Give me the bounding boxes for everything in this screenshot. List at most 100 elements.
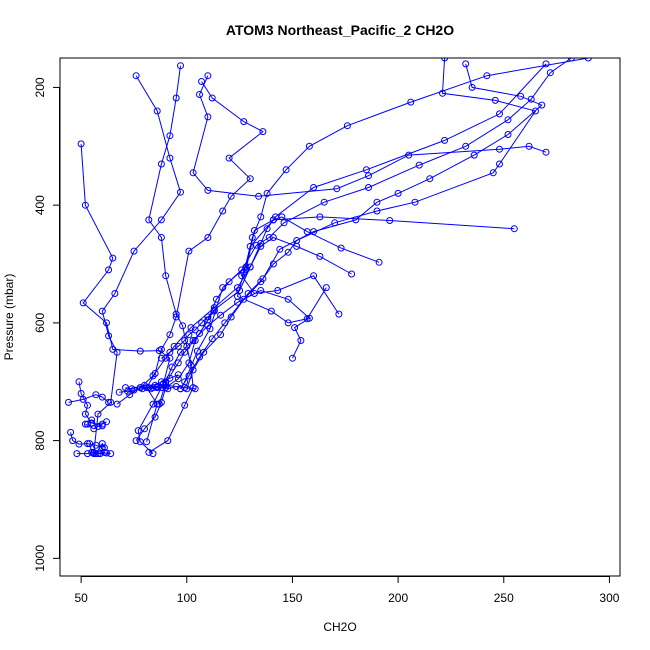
- series-line: [68, 394, 109, 403]
- data-point: [375, 258, 383, 266]
- x-tick-label: 100: [177, 591, 197, 605]
- data-point: [284, 319, 292, 327]
- data-point: [196, 330, 203, 337]
- data-point: [162, 381, 170, 389]
- series-12: [234, 213, 383, 327]
- data-point: [462, 60, 470, 68]
- data-point: [210, 304, 218, 312]
- data-point: [105, 398, 113, 406]
- data-point: [316, 213, 324, 221]
- data-point: [172, 383, 180, 390]
- data-point: [496, 145, 503, 153]
- data-point: [157, 160, 165, 168]
- data-point: [103, 319, 110, 327]
- data-point: [145, 216, 153, 224]
- y-tick-label: 800: [33, 430, 47, 450]
- data-point: [153, 107, 161, 115]
- data-point: [333, 185, 341, 193]
- data-point: [151, 413, 159, 421]
- series-22: [65, 391, 113, 406]
- data-point: [441, 58, 449, 62]
- data-point: [115, 388, 123, 396]
- data-point: [246, 242, 254, 250]
- data-point: [373, 198, 381, 206]
- data-point: [166, 132, 174, 140]
- data-point: [130, 247, 138, 255]
- data-point: [196, 353, 203, 361]
- data-point: [217, 331, 225, 339]
- data-point: [105, 266, 113, 274]
- data-point: [208, 335, 216, 343]
- series-line: [150, 289, 311, 390]
- data-point: [411, 198, 419, 206]
- y-axis: 200 400 600 800 1000: [33, 77, 60, 572]
- data-point: [189, 337, 197, 344]
- data-point: [407, 98, 415, 106]
- data-point: [177, 348, 184, 356]
- data-point: [542, 60, 550, 68]
- data-point: [155, 400, 163, 408]
- data-point: [81, 201, 89, 209]
- data-point: [280, 219, 288, 227]
- series-4: [143, 78, 267, 446]
- data-point: [267, 307, 275, 315]
- data-point: [331, 219, 339, 227]
- data-point: [584, 58, 592, 62]
- data-point: [221, 319, 229, 327]
- data-point: [177, 62, 184, 70]
- series-3: [77, 140, 174, 458]
- y-tick-label: 400: [33, 195, 47, 215]
- data-point: [166, 348, 174, 356]
- series-line: [80, 143, 171, 454]
- plot-area: [65, 58, 592, 458]
- series-16: [115, 371, 182, 396]
- data-point: [210, 307, 218, 315]
- data-point: [84, 420, 91, 428]
- data-point: [113, 400, 121, 408]
- data-point: [174, 375, 182, 383]
- data-point: [316, 252, 324, 260]
- data-point: [348, 270, 356, 278]
- data-point: [204, 234, 212, 241]
- data-point: [88, 448, 96, 456]
- data-point: [263, 225, 271, 233]
- data-point: [517, 92, 525, 100]
- series-7: [155, 60, 550, 408]
- data-point: [185, 247, 193, 255]
- data-point: [181, 348, 189, 356]
- y-tick-label: 600: [33, 313, 47, 333]
- data-point: [179, 322, 187, 330]
- data-point: [69, 437, 77, 445]
- data-point: [162, 272, 170, 280]
- data-point: [103, 418, 110, 426]
- data-point: [86, 440, 94, 448]
- data-point: [274, 287, 282, 294]
- data-point: [166, 374, 174, 382]
- data-point: [542, 148, 550, 156]
- data-point: [122, 384, 129, 392]
- x-tick-label: 50: [74, 591, 88, 605]
- data-point: [75, 440, 83, 448]
- data-point: [172, 94, 180, 102]
- data-point: [191, 385, 199, 393]
- x-tick-label: 200: [388, 591, 408, 605]
- data-point: [166, 154, 174, 162]
- data-point: [257, 242, 265, 250]
- data-point: [337, 244, 345, 252]
- data-point: [126, 391, 134, 399]
- series-14: [147, 287, 313, 393]
- data-point: [79, 299, 87, 307]
- data-point: [208, 94, 216, 102]
- data-point: [269, 216, 277, 224]
- data-point: [282, 166, 290, 174]
- data-point: [470, 151, 478, 159]
- data-point: [132, 437, 140, 445]
- data-point: [225, 278, 233, 286]
- data-point: [284, 248, 292, 256]
- data-point: [145, 384, 153, 392]
- data-point: [204, 113, 212, 121]
- data-point: [92, 391, 100, 399]
- data-point: [164, 437, 172, 445]
- data-point: [246, 175, 254, 183]
- data-point: [151, 381, 159, 389]
